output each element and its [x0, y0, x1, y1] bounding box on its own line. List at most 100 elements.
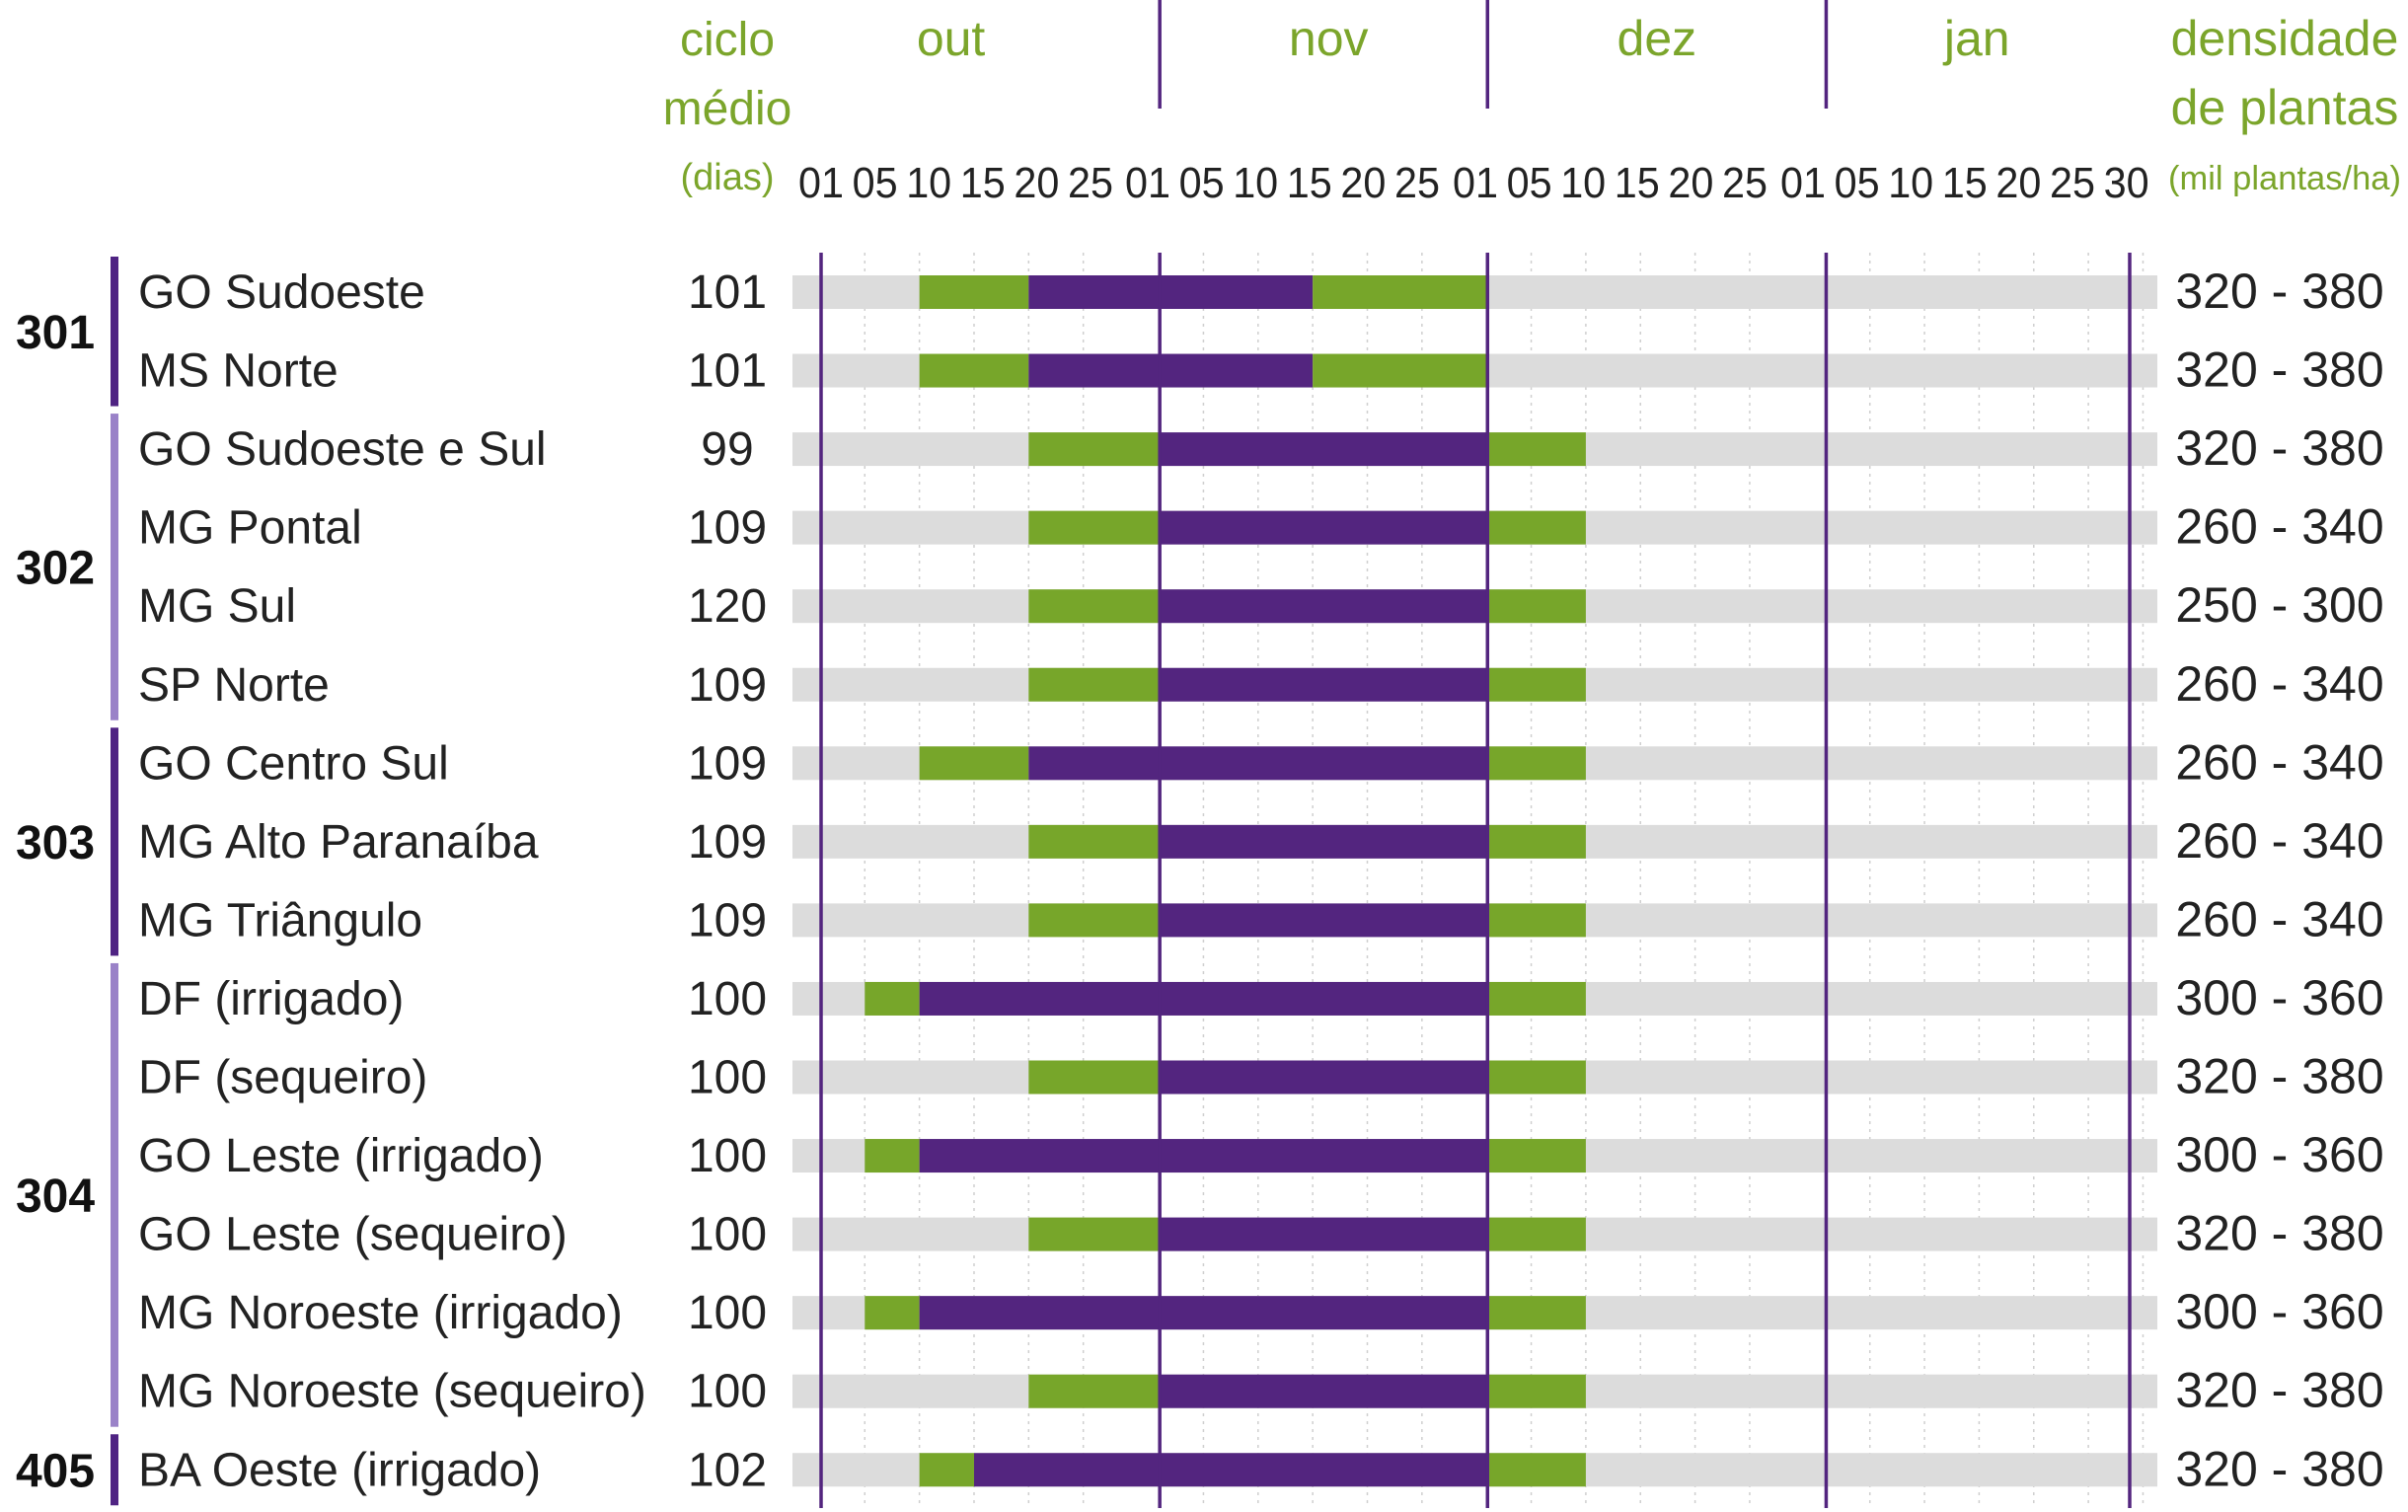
- group-code-302: 302: [16, 542, 95, 594]
- bar-purple-row-9: [1160, 903, 1488, 938]
- cycle-value: 109: [688, 894, 767, 946]
- bar-green2-row-11: [1487, 1060, 1586, 1095]
- bar-green1-row-3: [1028, 432, 1161, 467]
- bar-green1-row-5: [1028, 589, 1161, 624]
- cycle-value: 100: [688, 1366, 767, 1418]
- region-label: MG Alto Paranaíba: [138, 816, 539, 869]
- region-label: DF (irrigado): [138, 973, 404, 1025]
- bar-purple-row-11: [1160, 1060, 1488, 1095]
- region-label: MG Triângulo: [138, 894, 422, 946]
- bar-green1-row-11: [1028, 1060, 1161, 1095]
- group-code-405: 405: [16, 1445, 95, 1497]
- cycle-value: 102: [688, 1444, 767, 1496]
- density-value: 320 - 380: [2175, 1441, 2383, 1496]
- density-value: 320 - 380: [2175, 420, 2383, 476]
- density-value: 260 - 340: [2175, 891, 2383, 946]
- tick-label-out-25: 25: [1068, 159, 1113, 207]
- bar-purple-row-1: [1028, 275, 1314, 309]
- density-value: 260 - 340: [2175, 656, 2383, 712]
- month-label-dez: dez: [1618, 11, 1697, 66]
- bar-green2-row-1: [1313, 275, 1488, 309]
- month-label-nov: nov: [1289, 11, 1369, 66]
- header-cycle-line1: ciclo: [680, 14, 775, 66]
- bar-green1-row-10: [865, 981, 920, 1016]
- bar-purple-row-13: [1160, 1217, 1488, 1251]
- group-bracket-405: [111, 1434, 118, 1506]
- bar-green1-row-13: [1028, 1217, 1161, 1251]
- bar-green2-row-14: [1487, 1296, 1586, 1330]
- tick-label-nov-25: 25: [1394, 159, 1440, 207]
- cycle-value: 120: [688, 580, 767, 633]
- cycle-value: 109: [688, 737, 767, 790]
- bar-green2-row-15: [1487, 1374, 1586, 1408]
- tick-label-dez-05: 05: [1507, 159, 1552, 207]
- group-bracket-303: [111, 727, 118, 956]
- tick-label-dez-25: 25: [1722, 159, 1768, 207]
- region-label: MG Sul: [138, 580, 296, 633]
- bar-green1-row-15: [1028, 1374, 1161, 1408]
- region-label: GO Leste (irrigado): [138, 1130, 544, 1182]
- bar-purple-row-2: [1028, 353, 1314, 388]
- cycle-value: 100: [688, 1052, 767, 1104]
- bar-green1-row-9: [1028, 903, 1161, 938]
- header-density-unit: (mil plantas/ha): [2168, 160, 2401, 197]
- density-value: 320 - 380: [2175, 1049, 2383, 1104]
- region-label: SP Norte: [138, 659, 330, 712]
- region-label: BA Oeste (irrigado): [138, 1444, 541, 1496]
- bar-green2-row-8: [1487, 824, 1586, 859]
- bar-purple-row-5: [1160, 589, 1488, 624]
- density-value: 320 - 380: [2175, 1363, 2383, 1418]
- tick-label-nov-10: 10: [1233, 159, 1278, 207]
- tick-label-nov-15: 15: [1287, 159, 1332, 207]
- tick-label-jan-05: 05: [1835, 159, 1880, 207]
- group-code-303: 303: [16, 817, 95, 869]
- bar-green2-row-16: [1487, 1453, 1586, 1487]
- bar-purple-row-16: [973, 1453, 1488, 1487]
- region-label: MG Noroeste (irrigado): [138, 1287, 623, 1339]
- bar-purple-row-14: [919, 1296, 1488, 1330]
- bar-green2-row-2: [1313, 353, 1488, 388]
- bar-purple-row-8: [1160, 824, 1488, 859]
- density-value: 260 - 340: [2175, 813, 2383, 869]
- density-value: 250 - 300: [2175, 577, 2383, 633]
- region-label: MG Pontal: [138, 502, 362, 555]
- tick-label-dez-20: 20: [1668, 159, 1713, 207]
- header-density-line2: de plantas: [2171, 80, 2399, 135]
- cycle-value: 101: [688, 266, 767, 319]
- bar-green1-row-7: [919, 746, 1029, 781]
- group-bracket-304: [111, 962, 118, 1427]
- cycle-value: 100: [688, 1130, 767, 1182]
- tick-label-nov-01: 01: [1125, 159, 1170, 207]
- tick-label-jan-20: 20: [1995, 159, 2041, 207]
- cycle-value: 109: [688, 502, 767, 555]
- cycle-value: 100: [688, 1209, 767, 1261]
- tick-label-dez-15: 15: [1615, 159, 1660, 207]
- region-label: MG Noroeste (sequeiro): [138, 1366, 646, 1418]
- tick-label-jan-01: 01: [1780, 159, 1826, 207]
- cycle-value: 100: [688, 973, 767, 1025]
- tick-label-dez-01: 01: [1453, 159, 1498, 207]
- cycle-value: 101: [688, 345, 767, 398]
- region-label: GO Sudoeste e Sul: [138, 423, 547, 476]
- region-label: DF (sequeiro): [138, 1052, 427, 1104]
- tick-label-out-20: 20: [1014, 159, 1059, 207]
- bar-purple-row-15: [1160, 1374, 1488, 1408]
- tick-label-out-01: 01: [798, 159, 844, 207]
- bar-green2-row-6: [1487, 667, 1586, 702]
- cycle-value: 100: [688, 1287, 767, 1339]
- bar-green1-row-16: [919, 1453, 974, 1487]
- bar-purple-row-6: [1160, 667, 1488, 702]
- region-label: GO Centro Sul: [138, 737, 449, 790]
- tick-label-out-15: 15: [960, 159, 1006, 207]
- density-value: 300 - 360: [2175, 1284, 2383, 1339]
- bar-green1-row-12: [865, 1139, 920, 1173]
- group-code-304: 304: [16, 1171, 95, 1223]
- bar-green2-row-7: [1487, 746, 1586, 781]
- bar-green2-row-5: [1487, 589, 1586, 624]
- tick-label-jan-15: 15: [1942, 159, 1988, 207]
- cycle-value: 109: [688, 816, 767, 869]
- bar-green2-row-3: [1487, 432, 1586, 467]
- bar-green1-row-14: [865, 1296, 920, 1330]
- tick-label-out-05: 05: [853, 159, 898, 207]
